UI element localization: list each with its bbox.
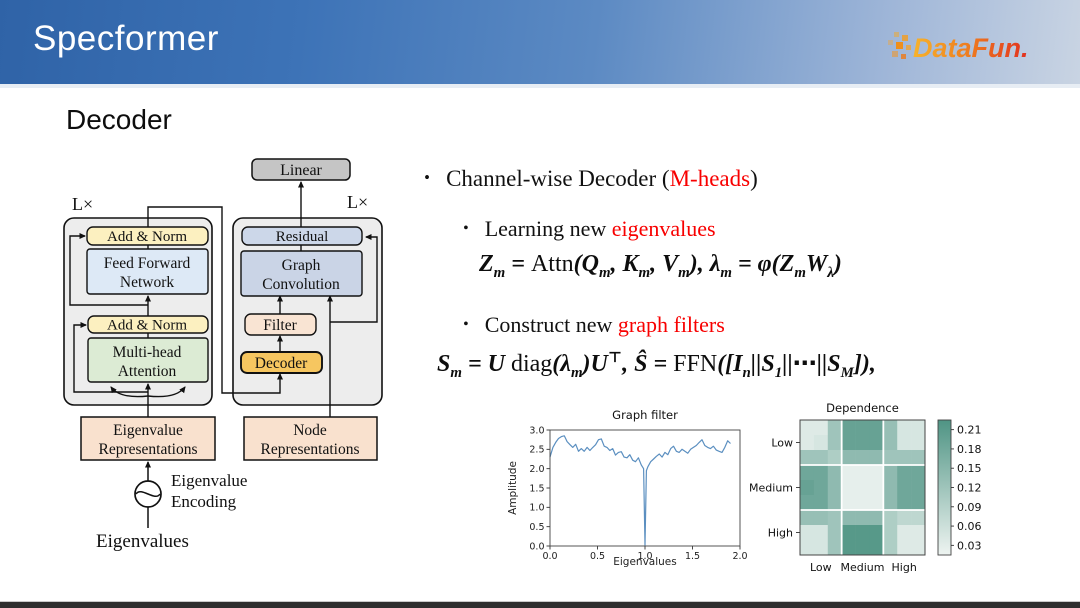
filter-box <box>244 313 317 336</box>
bullet-text: Learning new eigenvalues <box>484 216 716 241</box>
slide-title: Specformer <box>33 19 219 58</box>
encoder-output-line <box>147 206 283 394</box>
svg-text:Eigenvalue: Eigenvalue <box>171 471 247 490</box>
colorbar <box>937 419 952 556</box>
svg-text:Attention: Attention <box>118 363 177 380</box>
eigenvalue-representations-box <box>80 416 216 461</box>
graph-convolution-box <box>240 250 363 297</box>
svg-text:1.5: 1.5 <box>529 483 544 494</box>
bullet-construct-filters: • Construct new graph filters <box>462 311 725 338</box>
qkv-arrow-left <box>110 386 149 398</box>
datafun-logo: DataFun. <box>888 32 1029 63</box>
decoder-architecture-diagram: L× L× Linear Add & Norm Feed Forward Net… <box>63 158 383 552</box>
dependence-heatmap: Dependence Low Medium High Low Medium High 0.21… <box>749 398 1070 593</box>
svg-text:Representations: Representations <box>98 441 197 458</box>
svg-text:0.5: 0.5 <box>529 522 544 533</box>
svg-text:0.0: 0.0 <box>529 541 544 552</box>
bullet-text: Construct new graph filters <box>484 312 725 337</box>
node-representations-box <box>243 416 378 461</box>
x-axis-label: Eigenvalues <box>613 556 676 568</box>
line-chart-title: Graph filter <box>612 408 678 422</box>
logo-text: DataFun. <box>913 33 1029 63</box>
bullet-text: Channel-wise Decoder (M-heads) <box>446 166 758 191</box>
svg-text:0.03: 0.03 <box>957 539 982 552</box>
svg-text:0.09: 0.09 <box>957 501 982 514</box>
qkv-arrow-right <box>147 386 186 398</box>
residual-box <box>241 226 363 246</box>
svg-text:1.0: 1.0 <box>637 551 652 562</box>
lx-left-label: L× <box>72 194 93 214</box>
y-axis-label: Amplitude <box>507 461 519 515</box>
svg-text:2.0: 2.0 <box>529 464 544 475</box>
svg-text:1.5: 1.5 <box>685 551 700 562</box>
svg-text:Multi-head: Multi-head <box>113 344 182 361</box>
svg-text:1.0: 1.0 <box>529 503 544 514</box>
equation-attention: Zm = Attn(Qm, Km, Vm), λm = φ(ZmWλ) <box>479 251 842 281</box>
svg-text:Encoding: Encoding <box>171 492 237 511</box>
svg-text:Filter: Filter <box>263 317 297 334</box>
svg-text:Medium: Medium <box>750 481 793 494</box>
slide-header: Specformer DataFun. <box>0 0 1080 84</box>
svg-text:Medium: Medium <box>841 561 885 574</box>
svg-text:3.0: 3.0 <box>529 425 544 436</box>
ffn-box <box>86 248 209 295</box>
svg-text:High: High <box>892 561 917 574</box>
residual-feedback-line <box>330 234 378 323</box>
svg-text:Low: Low <box>771 436 793 449</box>
svg-text:Decoder: Decoder <box>255 355 308 372</box>
svg-text:Low: Low <box>810 561 832 574</box>
page-title: Decoder <box>66 104 172 135</box>
bullet-dot: • <box>463 218 469 237</box>
svg-text:Eigenvalue: Eigenvalue <box>113 422 183 439</box>
svg-text:0.5: 0.5 <box>590 551 605 562</box>
linear-box <box>251 158 351 181</box>
bullet-dot: • <box>463 314 469 333</box>
header-divider <box>0 84 1080 88</box>
heatmap-title: Dependence <box>826 401 899 415</box>
filter-line <box>549 435 731 546</box>
svg-text:Add & Norm: Add & Norm <box>107 229 187 245</box>
svg-text:2.0: 2.0 <box>732 551 747 562</box>
eigenvalues-label: Eigenvalues <box>96 531 189 552</box>
add-norm-box-1 <box>86 226 209 246</box>
svg-text:Add & Norm: Add & Norm <box>107 318 187 334</box>
svg-text:0.15: 0.15 <box>957 462 982 475</box>
add-norm-box-2 <box>87 315 209 334</box>
equation-graph-filter: Sm = U diag(λm)U⊤, Ŝ = FFN([In||S1||⋯||S… <box>437 350 876 381</box>
svg-text:Representations: Representations <box>260 441 359 458</box>
svg-text:High: High <box>768 526 793 539</box>
bullet-dot: • <box>424 168 430 187</box>
svg-text:0.0: 0.0 <box>542 551 557 562</box>
svg-text:Feed Forward: Feed Forward <box>104 255 191 272</box>
logo-pixels-icon <box>888 32 911 59</box>
svg-text:Graph: Graph <box>282 257 321 274</box>
bullet-learning-eigenvalues: • Learning new eigenvalues <box>462 215 716 242</box>
decoder-container <box>232 217 383 406</box>
decoder-box <box>240 351 323 374</box>
svg-text:0.21: 0.21 <box>957 424 982 437</box>
svg-text:Convolution: Convolution <box>262 276 340 293</box>
lx-right-label: L× <box>347 192 368 212</box>
svg-text:2.5: 2.5 <box>529 445 544 456</box>
svg-text:0.06: 0.06 <box>957 520 982 533</box>
svg-text:Residual: Residual <box>276 229 329 245</box>
graph-filter-chart: Graph filter 0.0 0.5 1.0 1.5 2.0 2.5 3.0 0.0 0.5 1… <box>505 403 755 574</box>
bullet-channel-wise-decoder: • Channel-wise Decoder (M-heads) <box>423 165 758 192</box>
skip-connection-ffn <box>69 233 148 306</box>
svg-text:0.18: 0.18 <box>957 443 982 456</box>
bottom-bar <box>0 601 1080 608</box>
svg-text:Linear: Linear <box>280 162 322 179</box>
svg-text:Network: Network <box>120 274 174 291</box>
svg-text:Node: Node <box>293 422 327 439</box>
svg-text:0.12: 0.12 <box>957 482 982 495</box>
mha-box <box>87 337 209 383</box>
